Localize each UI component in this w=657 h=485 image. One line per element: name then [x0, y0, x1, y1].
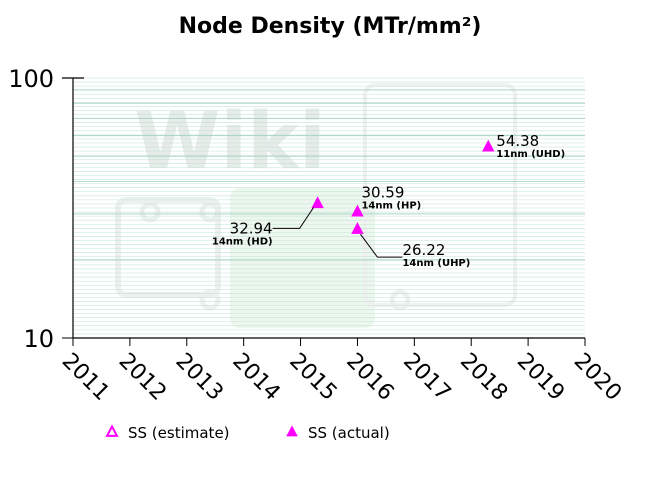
legend-label-actual: SS (actual)	[308, 424, 390, 442]
data-point-marker	[311, 196, 324, 209]
watermark-logo: Wiki	[115, 83, 517, 328]
x-tick-label: 2020	[569, 349, 626, 406]
grid-lines	[73, 77, 585, 339]
node-label: 14nm (UHP)	[402, 258, 470, 269]
y-tick-label: 10	[23, 325, 54, 353]
legend-marker-estimate	[105, 424, 119, 437]
watermark-shape	[363, 83, 517, 307]
data-value-label: 54.38	[496, 132, 539, 150]
x-tick-label: 2014	[227, 349, 284, 406]
x-tick-label: 2013	[171, 349, 228, 406]
watermark-shape	[199, 289, 221, 311]
data-value-label: 26.22	[402, 241, 445, 259]
watermark-shape	[389, 289, 411, 311]
node-label: 11nm (UHD)	[496, 149, 565, 160]
watermark-text: Wiki	[134, 97, 325, 187]
x-tick-label: 2012	[114, 349, 171, 406]
node-label: 14nm (HD)	[212, 236, 273, 247]
y-axis-ticks: 10 100	[8, 65, 73, 353]
x-tick-label: 2018	[455, 349, 512, 406]
chart-title: Node Density (MTr/mm²)	[179, 14, 482, 39]
x-tick-label: 2017	[398, 349, 455, 406]
legend: SS (estimate) SS (actual)	[105, 424, 390, 442]
data-value-label: 30.59	[361, 184, 404, 202]
data-point-marker	[351, 204, 364, 217]
annotation-leader	[272, 207, 315, 229]
x-tick-label: 2016	[341, 349, 398, 406]
watermark-shape	[230, 188, 375, 328]
x-axis-ticks: 2011 2012 2013 2014 2015 2016 2017 2018 2019 2020	[57, 338, 626, 406]
data-point-marker	[351, 222, 364, 234]
data-value-label: 32.94	[230, 219, 273, 237]
x-tick-label: 2015	[284, 349, 341, 406]
annotation-leader	[360, 233, 403, 258]
x-tick-label: 2019	[512, 349, 569, 406]
legend-marker-actual	[286, 425, 298, 437]
data-point-marker	[482, 139, 495, 152]
legend-label-estimate: SS (estimate)	[128, 424, 230, 442]
x-tick-label: 2011	[57, 349, 114, 406]
node-label: 14nm (HP)	[361, 201, 421, 212]
y-tick-label: 100	[8, 65, 54, 93]
